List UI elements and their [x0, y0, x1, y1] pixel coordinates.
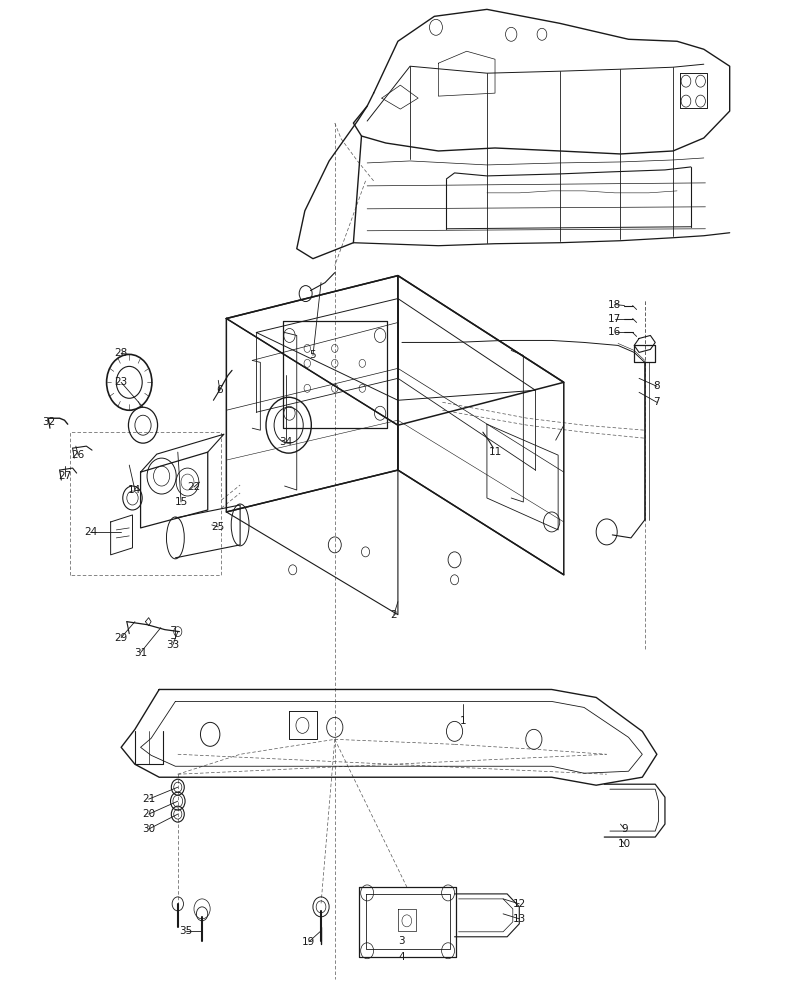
Text: 4: 4 — [398, 952, 405, 962]
Text: 22: 22 — [187, 482, 200, 492]
Text: 15: 15 — [174, 497, 187, 507]
Text: 24: 24 — [84, 527, 97, 537]
Text: 7: 7 — [653, 397, 659, 407]
Text: 5: 5 — [309, 350, 315, 360]
Text: 35: 35 — [179, 926, 192, 936]
Text: 26: 26 — [71, 450, 85, 460]
Text: 2: 2 — [390, 610, 397, 620]
Text: 17: 17 — [607, 314, 620, 324]
Text: 28: 28 — [114, 348, 127, 358]
Text: 11: 11 — [487, 447, 501, 457]
Text: 21: 21 — [142, 794, 155, 804]
Text: 30: 30 — [142, 824, 155, 834]
Text: 34: 34 — [279, 437, 293, 447]
Text: 29: 29 — [114, 633, 127, 643]
Text: 9: 9 — [620, 824, 627, 834]
Text: 19: 19 — [302, 937, 315, 947]
Text: 3: 3 — [398, 936, 405, 946]
Text: 12: 12 — [512, 899, 526, 909]
Text: 1: 1 — [459, 716, 466, 726]
Text: 25: 25 — [212, 522, 225, 532]
Text: 32: 32 — [41, 417, 55, 427]
Text: 14: 14 — [128, 485, 141, 495]
Text: 23: 23 — [114, 377, 127, 387]
Text: 10: 10 — [617, 839, 630, 849]
Text: 27: 27 — [58, 471, 71, 481]
Text: 18: 18 — [607, 300, 620, 310]
Text: 8: 8 — [653, 381, 659, 391]
Text: 6: 6 — [217, 385, 223, 395]
Text: 31: 31 — [134, 648, 147, 658]
Text: 20: 20 — [142, 809, 155, 819]
Text: 13: 13 — [512, 914, 526, 924]
Text: 33: 33 — [166, 640, 179, 650]
Text: 16: 16 — [607, 327, 620, 337]
